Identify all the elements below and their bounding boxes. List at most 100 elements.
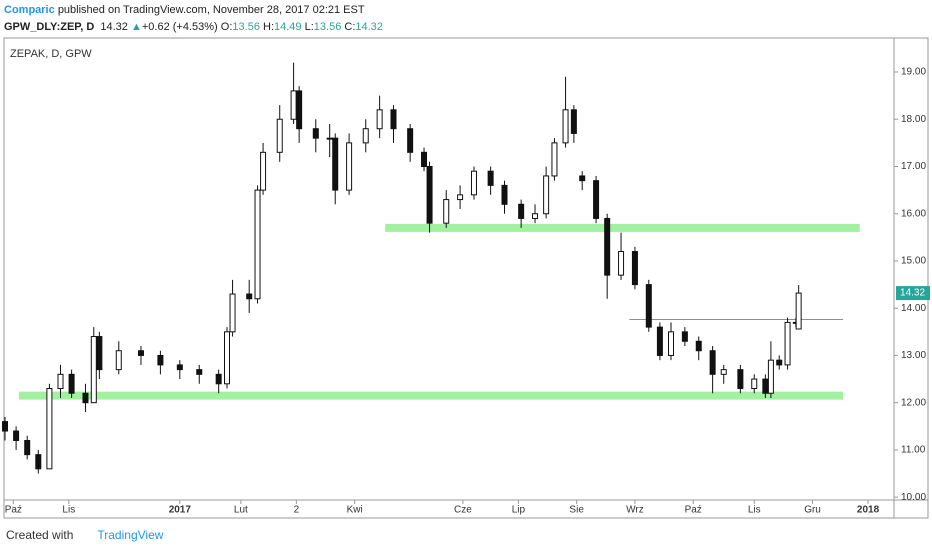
candle-body — [312, 128, 319, 139]
support-band — [18, 391, 844, 400]
candle-body — [82, 392, 89, 404]
candle-body — [751, 378, 758, 390]
candle-body — [96, 336, 103, 371]
header: Comparic published on TradingView.com, N… — [4, 2, 383, 36]
x-tick-label: Lut — [234, 505, 248, 516]
x-tick-label: Lis — [62, 505, 75, 516]
candle-body — [362, 128, 369, 144]
h-value: 14.49 — [274, 21, 302, 33]
chart: ZEPAK, D, GPW 10.00 11.00 12.00 13.00 14.00 1… — [2, 37, 930, 519]
x-tick-label: Wrz — [626, 505, 644, 516]
y-tick-label: 15.00 — [901, 256, 926, 267]
candle-body — [296, 90, 303, 130]
candle-body — [46, 388, 53, 470]
y-tick-label: 13.00 — [901, 350, 926, 361]
y-tick-label: 17.00 — [901, 161, 926, 172]
x-tick-label: Cze — [454, 505, 472, 516]
x-tick-label: Paź — [685, 505, 702, 516]
candle-body — [579, 175, 586, 182]
up-arrow: ▲ — [130, 21, 142, 33]
candle-body — [695, 340, 702, 352]
candle-body — [157, 354, 164, 366]
candle-body — [176, 364, 183, 371]
y-tick-label: 14.00 — [901, 303, 926, 314]
candle-body — [645, 284, 652, 328]
candle-body — [470, 170, 477, 196]
l-label: L: — [304, 21, 314, 33]
candle-body — [346, 142, 353, 191]
y-tick-label: 12.00 — [901, 397, 926, 408]
frame — [3, 37, 929, 519]
header-line: Comparic published on TradingView.com, N… — [4, 2, 383, 19]
x-tick-label: Paź — [5, 505, 22, 516]
candle-body — [501, 184, 508, 205]
candle-body — [276, 118, 283, 153]
candle-body — [776, 359, 783, 366]
candle-body — [457, 194, 464, 201]
candle-body — [532, 213, 539, 219]
last: 14.32 — [100, 21, 128, 33]
o-label: O: — [220, 21, 233, 33]
candle-body — [487, 170, 494, 186]
x-tick-label: 2 — [294, 505, 300, 516]
candle-body — [618, 251, 625, 276]
candle-body — [229, 293, 236, 333]
candle-body — [407, 128, 414, 153]
candle-body — [290, 90, 297, 120]
candle-body — [376, 109, 383, 130]
candle-body — [784, 321, 791, 366]
candle-body — [426, 165, 433, 224]
candle-body — [13, 430, 20, 441]
o-value: 13.56 — [232, 21, 260, 33]
candle-body — [215, 373, 222, 385]
author[interactable]: Comparic — [4, 4, 55, 16]
candle-body — [656, 326, 663, 356]
candle-body — [137, 350, 144, 356]
candle-body — [57, 373, 64, 390]
chart-title: ZEPAK, D, GPW — [10, 48, 92, 60]
c-label: C: — [344, 21, 356, 33]
support-band — [385, 223, 860, 232]
candle-body — [332, 137, 339, 191]
candle-body — [518, 203, 525, 219]
candle-body — [326, 137, 333, 140]
candle-body — [631, 251, 638, 286]
candle-body — [90, 336, 97, 404]
candle-body — [246, 293, 253, 300]
header-line: GPW_DLY:ZEP, D 14.32 ▲+0.62 (+4.53%) O:1… — [4, 19, 383, 36]
candle-body — [254, 189, 261, 300]
candle-body — [737, 369, 744, 390]
candle-body — [681, 331, 688, 342]
candle-body — [24, 439, 31, 456]
brand[interactable]: TradingView — [97, 528, 164, 542]
published: published on TradingView.com, November 2… — [57, 4, 365, 16]
candle-body — [543, 175, 550, 215]
y-tick-label: 18.00 — [901, 114, 926, 125]
x-tick-label: 2017 — [169, 505, 192, 516]
last-price-tag — [896, 286, 930, 301]
candle-body — [762, 378, 769, 394]
candle-body — [421, 151, 428, 167]
candle-body — [668, 331, 674, 356]
x-tick-label: Kwi — [347, 505, 363, 516]
candle-body — [562, 109, 569, 144]
candle-body — [720, 369, 727, 375]
candle-body — [224, 331, 230, 385]
created: Created with — [6, 528, 74, 542]
change: +0.62 (+4.53%) — [141, 21, 218, 33]
candle-body — [390, 109, 397, 130]
candle-body — [2, 421, 8, 432]
footer: Created with TradingView — [6, 528, 163, 542]
candle-body — [551, 142, 558, 177]
x-tick-label: Gru — [804, 505, 821, 516]
c-value: 14.32 — [355, 21, 383, 33]
symbol: GPW_DLY:ZEP, D — [4, 21, 95, 33]
last-price-label: 14.32 — [900, 288, 925, 299]
candle-body — [593, 180, 600, 219]
y-tick-label: 16.00 — [901, 208, 926, 219]
x-tick-label: Lis — [748, 505, 761, 516]
candle-body — [68, 373, 75, 394]
candle-body — [115, 350, 122, 371]
candle-body — [767, 359, 774, 394]
